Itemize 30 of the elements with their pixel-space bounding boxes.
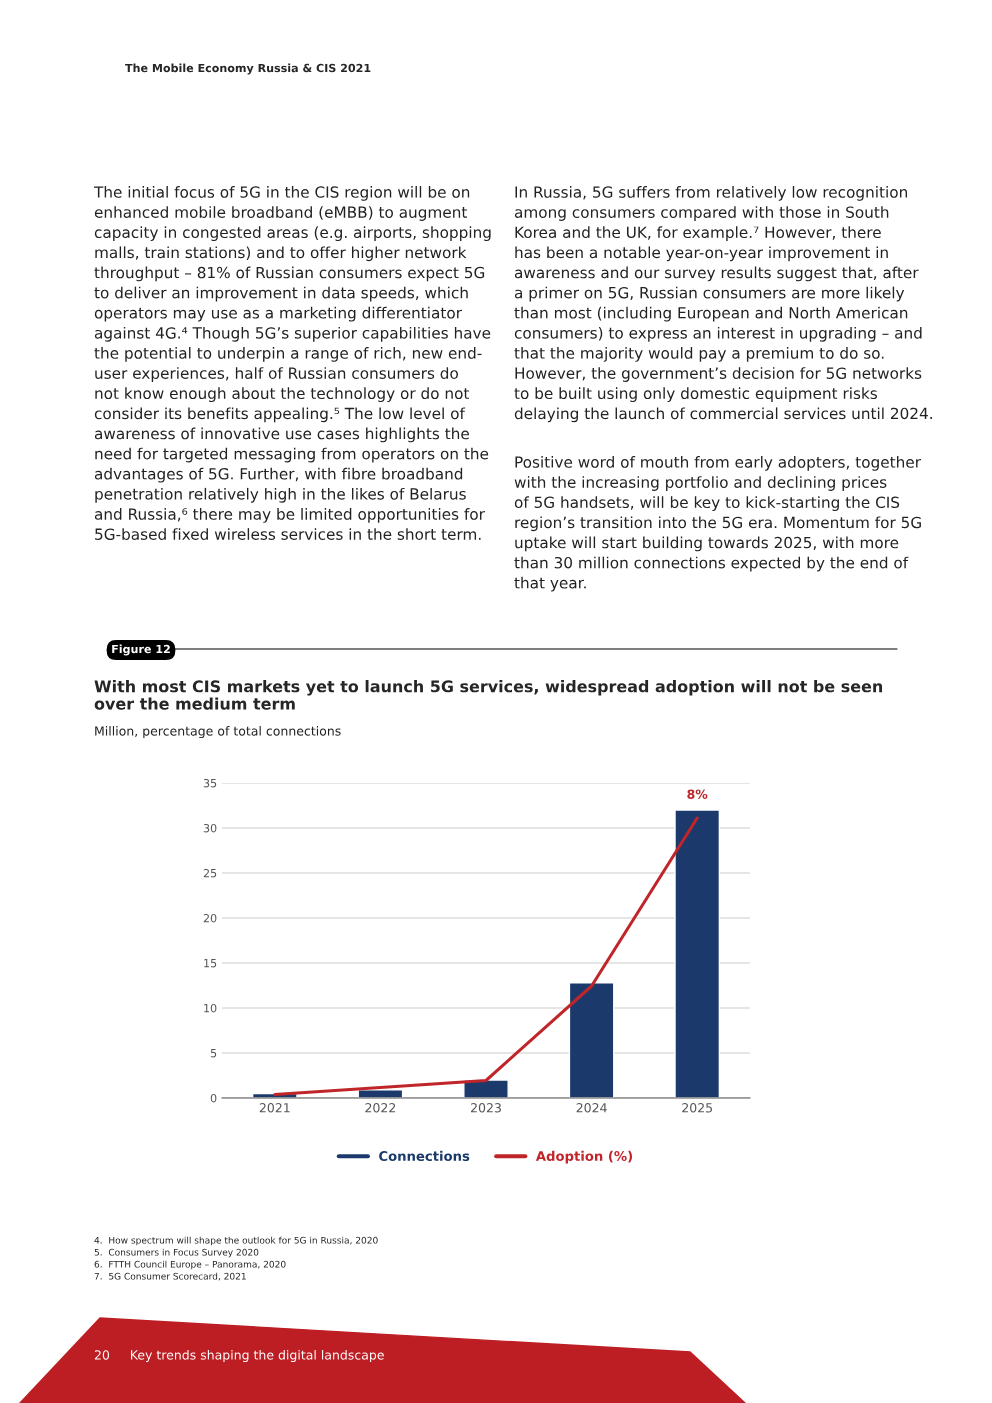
y-tick-label: 5 — [210, 1049, 217, 1058]
text: Positive word of mouth from early adopters, together with the increasing portfolio and declining prices of 5G handsets, will be key to kick-starting the CIS region’s transition into the 5G era. Momentum for 5G uptake will start building towards 2025, with more than 30 million connections expected by the end of that year. — [514, 456, 921, 592]
x-tick-label: 2024 — [576, 1103, 607, 1113]
legend-label: Connections — [379, 1150, 470, 1162]
y-tick-label: 15 — [204, 959, 217, 968]
caption: Figure 12 — [112, 644, 170, 656]
text: 20 Key trends shaping the digital landscape — [94, 1349, 384, 1363]
bar — [674, 809, 721, 1098]
text: 6. FTTH Council Europe – Panorama, 2020 — [94, 1260, 286, 1270]
text: The Mobile Economy Russia & CIS 2021 — [125, 63, 371, 75]
y-tick-label: 25 — [203, 868, 217, 878]
x-tick-label: 2022 — [365, 1103, 396, 1113]
y-tick-label: 35 — [203, 778, 217, 788]
data-label: 8% — [687, 789, 708, 799]
chart-subtitle: Million, percentage of total connections — [95, 726, 341, 739]
y-tick-label: 30 — [203, 823, 217, 833]
x-tick-label: 2025 — [682, 1103, 713, 1113]
y-tick-label: 0 — [210, 1093, 217, 1103]
text: 7. 5G Consumer Scorecard, 2021 — [94, 1272, 246, 1281]
text: In Russia, 5G suffers from relatively low recognition among consumers compared with those in South Korea and the UK, for example.⁷ However, there has been a notable year-on-year improvement in awareness and our survey results suggest that, after a primer on 5G, Russian consumers are more likely than most (including European and North American consumers) to express an interest in upgrading – and that the majority would pay a premium to do so. However, the government’s decision for 5G networks to be built using only domestic equipment risks delaying the launch of commercial services until 2024. — [514, 186, 932, 423]
text: The initial focus of 5G in the CIS region will be on enhanced mobile broadband (eMBB) to augment capacity in congested areas (e.g. airports, shopping malls, train stations) and to offer higher network throughput – 81% of Russian consumers expect 5G to deliver an improvement in data speeds, which operators may use as a marketing differentiator against 4G.⁴ Though 5G’s superior capabilities have the potential to underpin a range of rich, new end- user experiences, half of Russian consumers do not know enough about the technology or do not consider its benefits appealing.⁵ The low level of awareness of innovative use cases highlights the need for targeted messaging from operators on the advantages of 5G. Further, with fibre broadband penetration relatively high in the likes of Belarus and Russia,⁶ there may be limited opportunities for 5G-based fixed wireless services in the short term. — [93, 186, 491, 540]
legend-label: Adoption (%) — [535, 1150, 633, 1164]
y-tick-label: 20 — [203, 913, 217, 923]
text: 4. How spectrum will shape the outlook for 5G in Russia, 2020 — [94, 1236, 378, 1246]
x-tick-label: 2021 — [259, 1103, 290, 1113]
chart-title: With most CIS markets yet to launch 5G services, widespread adoption will not be seen over the medium term — [94, 680, 883, 710]
text: 5. Consumers in Focus Survey 2020 — [94, 1248, 259, 1258]
y-tick-label: 10 — [204, 1003, 217, 1013]
x-tick-label: 2023 — [471, 1103, 501, 1113]
bar — [568, 982, 615, 1098]
